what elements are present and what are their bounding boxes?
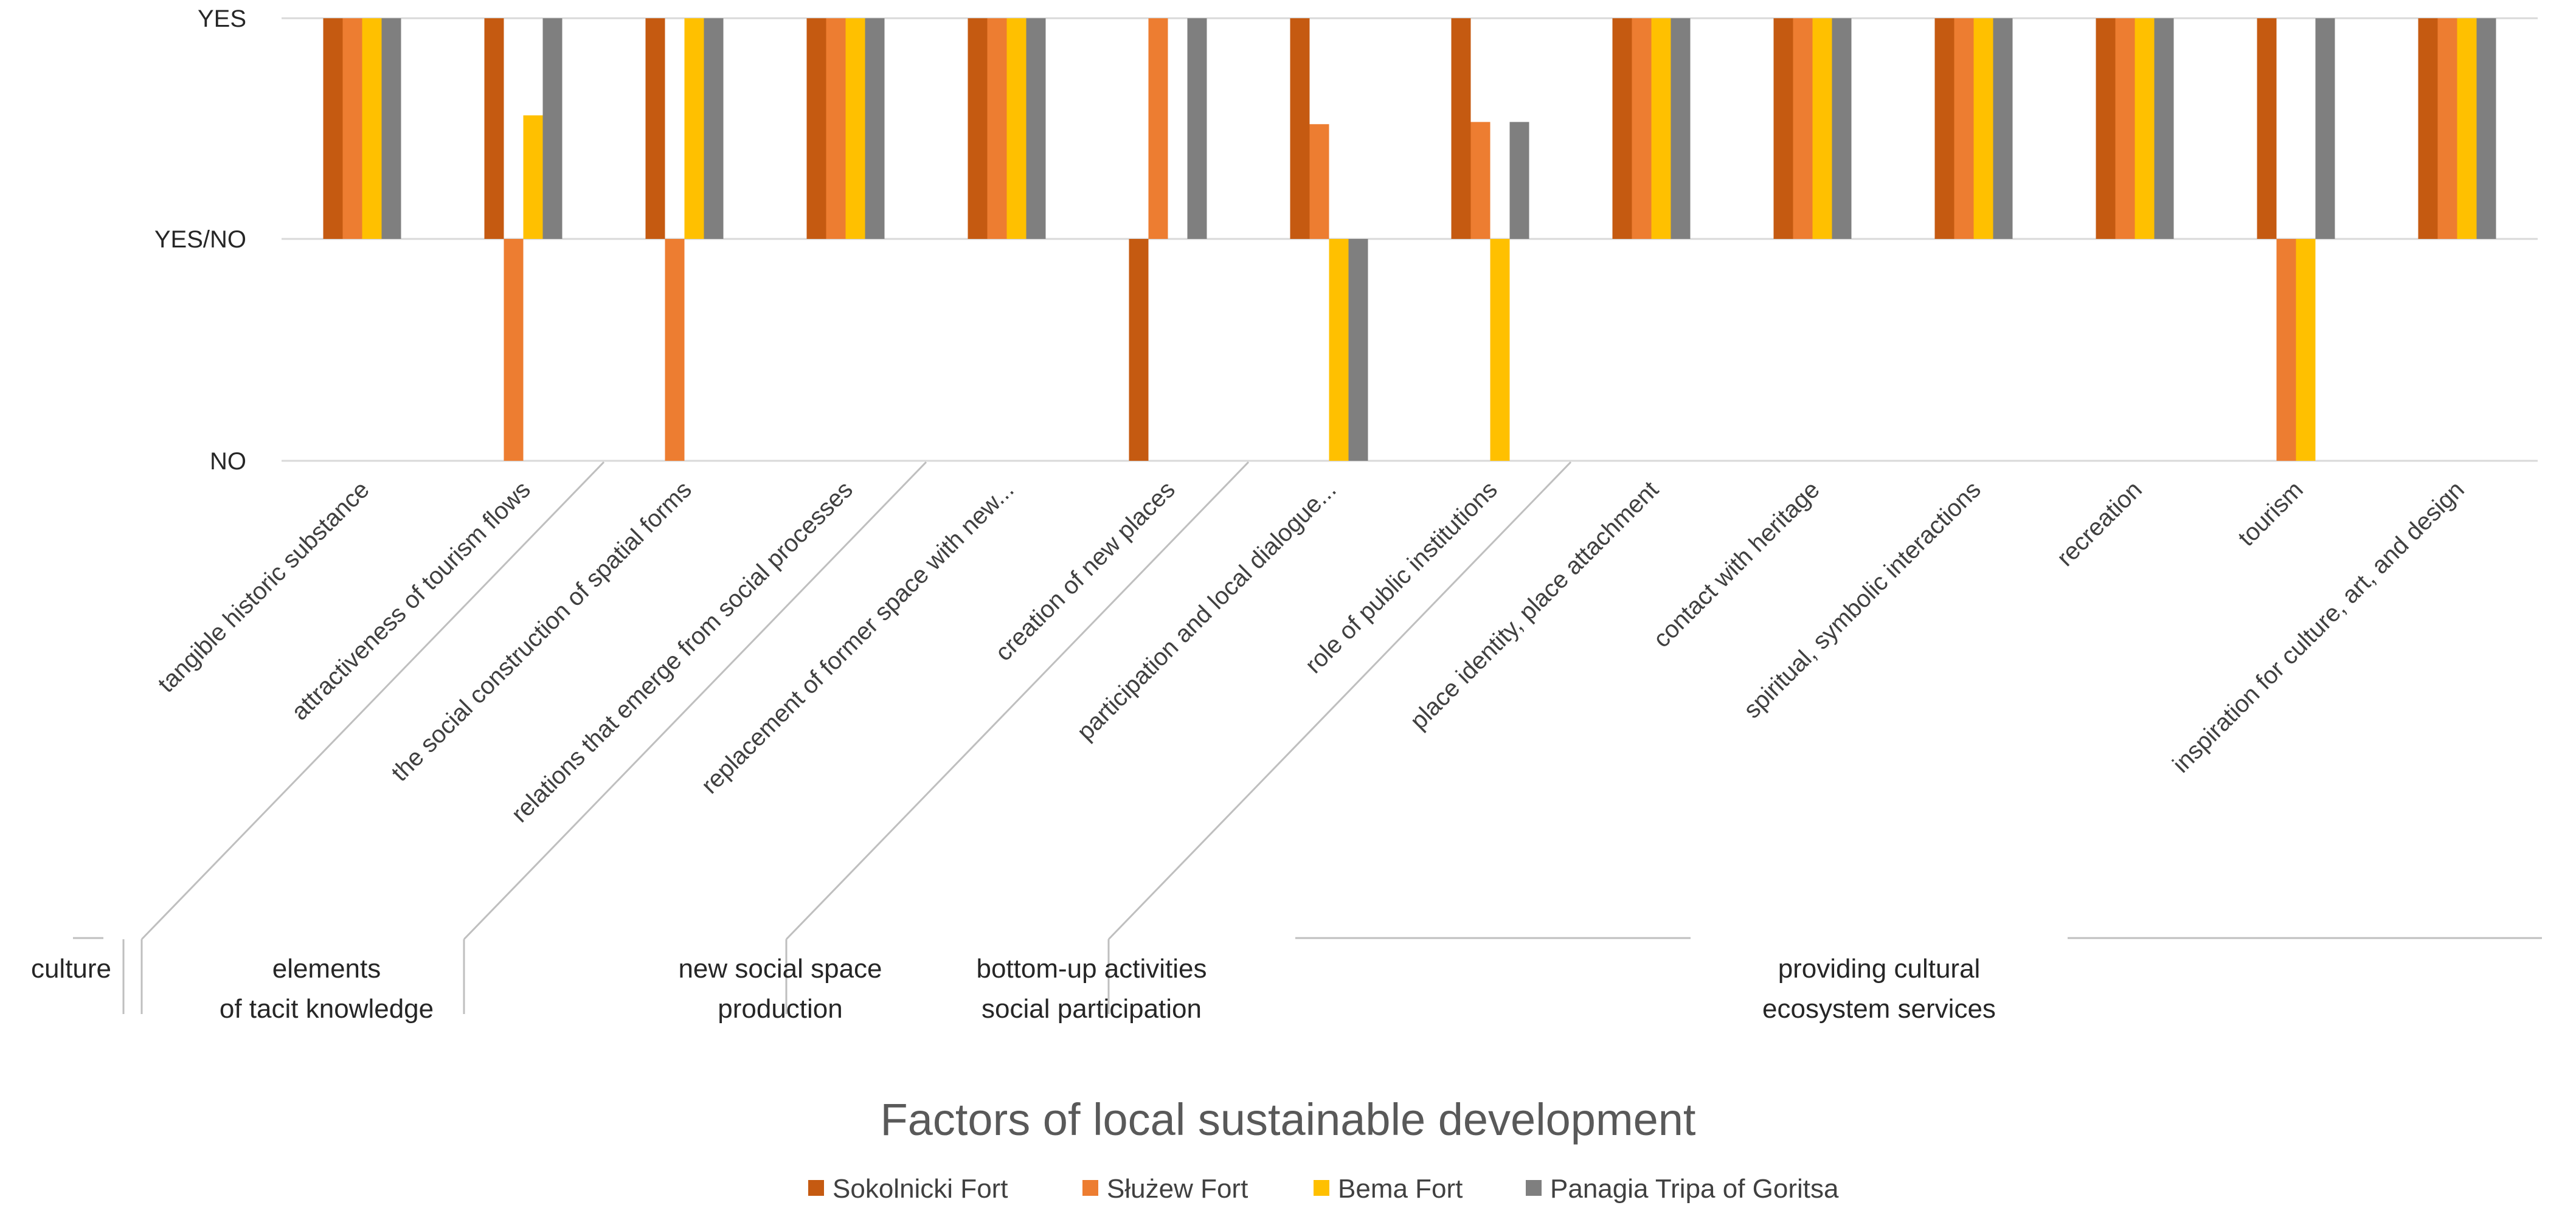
bar — [2476, 18, 2496, 239]
bar — [1973, 18, 1993, 239]
group-label: culture — [31, 954, 111, 984]
bar — [1671, 18, 1691, 239]
bar — [987, 18, 1007, 239]
group-label: new social space production — [678, 954, 882, 1024]
bar — [504, 239, 524, 461]
bar — [1793, 18, 1813, 239]
group-label: elements of tacit knowledge — [220, 954, 434, 1024]
x-tick-label: place identity, place attachment — [1405, 476, 1664, 734]
bar — [845, 18, 865, 239]
legend-swatch — [1314, 1180, 1329, 1196]
group-separator — [140, 461, 605, 940]
bar — [968, 18, 988, 239]
bar — [342, 18, 362, 239]
bar — [1187, 18, 1207, 239]
bar — [1773, 18, 1793, 239]
bar — [2135, 18, 2155, 239]
bar — [1934, 18, 1955, 239]
group-separator — [785, 461, 1250, 940]
bar — [806, 18, 826, 239]
bar — [2437, 18, 2457, 239]
bar-series — [323, 18, 2496, 461]
bar — [523, 115, 543, 239]
bar — [484, 18, 504, 239]
bar — [1651, 18, 1671, 239]
y-axis-ticks: YES YES/NO NO — [154, 5, 246, 475]
bar — [1309, 124, 1329, 239]
bar — [1832, 18, 1852, 239]
bar — [381, 18, 401, 239]
group-label: bottom-up activities social participation — [976, 954, 1207, 1024]
bar — [1509, 122, 1529, 239]
bar — [1129, 239, 1149, 461]
x-tick-label: relations that emerge from social proces… — [507, 476, 858, 827]
y-tick-label: NO — [210, 448, 246, 475]
bar — [704, 18, 724, 239]
bar — [2457, 18, 2477, 239]
bar — [1026, 18, 1046, 239]
legend-swatch — [808, 1180, 824, 1196]
bar — [1148, 18, 1168, 239]
bar — [1006, 18, 1027, 239]
bar — [665, 239, 685, 461]
bar — [323, 18, 343, 239]
bar — [1290, 18, 1310, 239]
bar — [362, 18, 382, 239]
bar — [865, 18, 885, 239]
bar — [1348, 239, 1368, 461]
x-tick-label: contact with heritage — [1648, 476, 1825, 653]
legend-label: Panagia Tripa of Goritsa — [1550, 1174, 1839, 1204]
bar — [1993, 18, 2013, 239]
bar — [2418, 18, 2438, 239]
x-tick-label: tourism — [2233, 476, 2308, 551]
bar — [2257, 18, 2277, 239]
x-tick-label: creation of new places — [990, 476, 1180, 666]
bar — [2096, 18, 2116, 239]
legend-swatch — [1526, 1180, 1542, 1196]
bar — [1612, 18, 1632, 239]
bar — [1812, 18, 1832, 239]
bar — [1490, 239, 1510, 461]
legend-label: Bema Fort — [1338, 1174, 1463, 1204]
group-separator — [463, 461, 927, 940]
group-label: providing cultural ecosystem services — [1762, 954, 1996, 1024]
bar — [1954, 18, 1974, 239]
bar — [2296, 239, 2316, 461]
x-tick-label: inspiration for culture, art, and design — [2167, 476, 2469, 778]
group-separator — [1107, 461, 1572, 940]
legend: Sokolnicki Fort Służew Fort Bema Fort Panag… — [808, 1174, 1839, 1204]
bar — [2276, 239, 2296, 461]
x-tick-label: replacement of former space with new... — [696, 476, 1019, 799]
x-tick-label: recreation — [2052, 476, 2147, 571]
bar — [1632, 18, 1652, 239]
bar — [2115, 18, 2135, 239]
bar — [1470, 122, 1491, 239]
gridlines — [282, 17, 2538, 462]
bar — [826, 18, 846, 239]
bar — [645, 18, 665, 239]
legend-label: Sokolnicki Fort — [833, 1174, 1008, 1204]
x-axis-group-labels: culture elements of tacit knowledge new soc… — [31, 461, 2542, 1024]
bar — [1329, 239, 1349, 461]
x-axis-title: Factors of local sustainable development — [881, 1094, 1696, 1145]
legend-label: Służew Fort — [1107, 1174, 1248, 1204]
bar — [2315, 18, 2335, 239]
bar — [1451, 18, 1471, 239]
bar — [2154, 18, 2174, 239]
x-tick-label: participation and local dialogue... — [1072, 476, 1342, 745]
y-tick-label: YES/NO — [154, 226, 246, 253]
y-tick-label: YES — [198, 5, 246, 32]
bar — [684, 18, 704, 239]
legend-swatch — [1082, 1180, 1098, 1196]
x-axis-category-labels: tangible historic substanceattractivenes… — [153, 476, 2469, 827]
x-tick-label: the social construction of spatial forms — [386, 476, 697, 787]
bar — [542, 18, 563, 239]
